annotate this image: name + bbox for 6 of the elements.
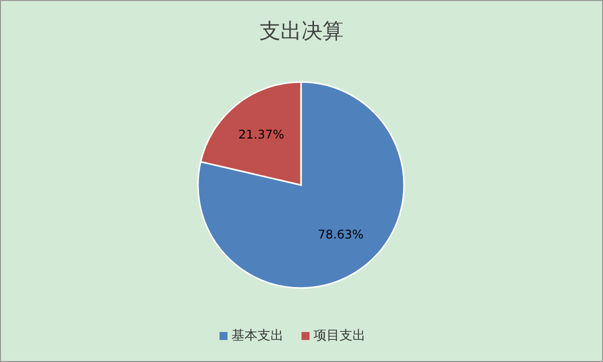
pie-slice	[197, 81, 405, 289]
data-label: 21.37%	[238, 127, 284, 142]
legend-label: 项目支出	[314, 328, 366, 344]
chart-title: 支出决算	[260, 19, 344, 43]
data-label: 78.63%	[318, 227, 364, 242]
legend-label: 基本支出	[232, 328, 284, 344]
